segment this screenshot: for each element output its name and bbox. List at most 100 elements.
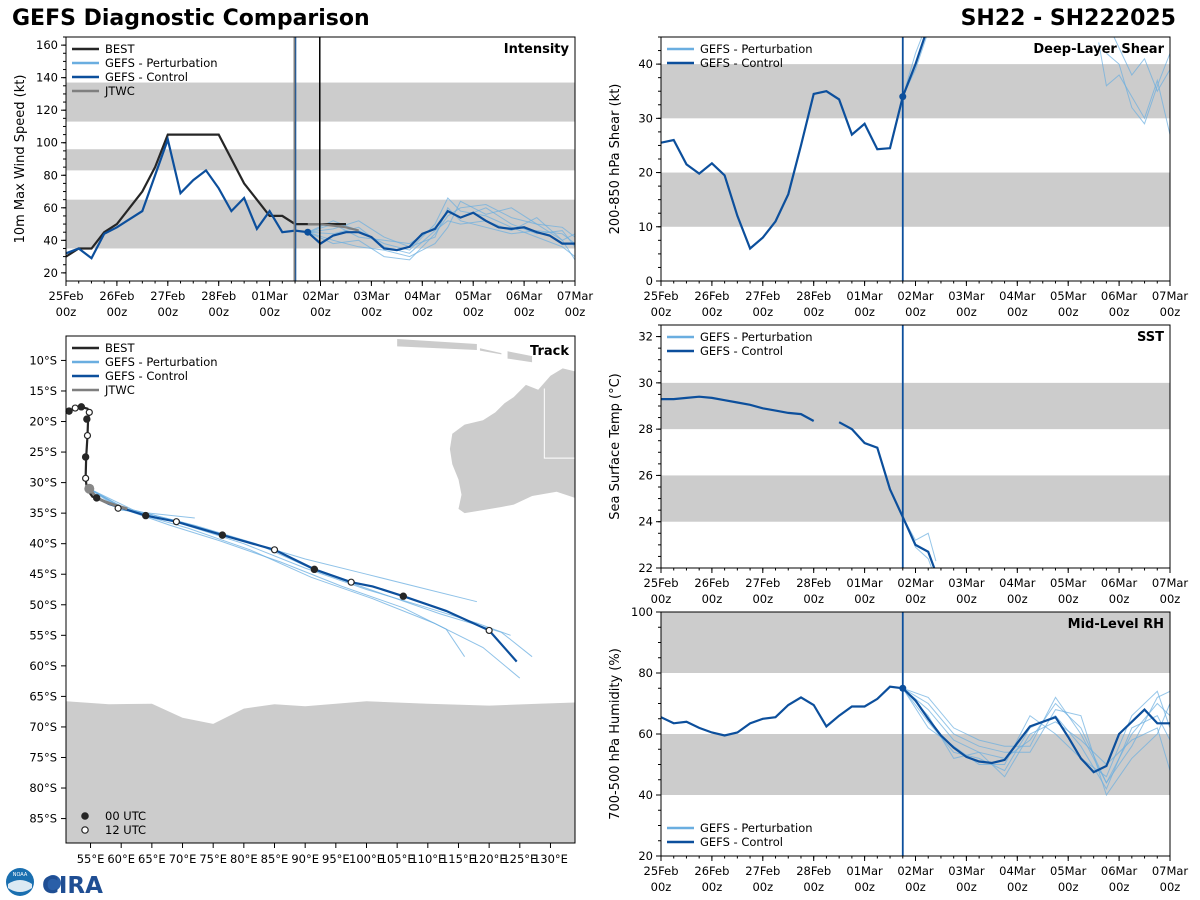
shear-xtick-label: 00z	[956, 305, 977, 319]
rh-xtick-label: 28Feb	[796, 864, 831, 878]
sst-band	[661, 475, 1170, 522]
sst-title: SST	[1137, 330, 1164, 345]
antarctica-landmass	[66, 701, 575, 843]
shear-series-gefs-perturbation	[902, 37, 923, 97]
track-xtick-label: 90°E	[291, 852, 319, 866]
intensity-xtick-label: 00z	[361, 305, 382, 319]
track-point-12utc	[485, 626, 493, 635]
intensity-title: Intensity	[504, 42, 570, 57]
track-series-gefs-perturbation	[89, 488, 478, 603]
shear-legend-label: GEFS - Perturbation	[700, 42, 813, 56]
rh-xtick-label: 00z	[752, 880, 773, 894]
intensity-xtick-label: 28Feb	[201, 289, 236, 303]
intensity-xtick-label: 05Mar	[455, 289, 492, 303]
rh-xtick-label: 02Mar	[897, 864, 934, 878]
rh-ylabel: 700-500 hPa Humidity (%)	[608, 648, 623, 820]
shear-xtick-label: 00z	[1109, 305, 1130, 319]
rh-init-point	[899, 684, 907, 692]
shear-series-gefs-perturbation	[1113, 37, 1170, 93]
track-series-best	[68, 405, 97, 499]
rh-xtick-label: 00z	[803, 880, 824, 894]
track-xtick-label: 60°E	[107, 852, 135, 866]
track-ytick-label: 85°S	[29, 812, 57, 826]
island-landmass	[507, 351, 533, 363]
track-ytick-label: 70°S	[29, 720, 57, 734]
shear-xtick-label: 00z	[1160, 305, 1181, 319]
intensity-xtick-label: 04Mar	[404, 289, 441, 303]
intensity-xtick-label: 00z	[259, 305, 280, 319]
noaa-logo-text: NOAA	[13, 872, 28, 878]
track-ytick-label: 40°S	[29, 537, 57, 551]
intensity-series-gefs-perturbation	[307, 216, 575, 261]
intensity-series-gefs-perturbation	[307, 200, 575, 258]
state-border	[543, 388, 575, 459]
track-ytick-label: 25°S	[29, 445, 57, 459]
intensity-series-gefs-perturbation	[307, 206, 575, 248]
intensity-xtick-label: 02Mar	[302, 289, 339, 303]
sst-xtick-label: 00z	[1058, 592, 1079, 606]
track-ytick-label: 60°S	[29, 659, 57, 673]
sst-xtick-label: 00z	[1160, 592, 1181, 606]
track-point-00utc	[81, 453, 90, 461]
track-point-12utc	[114, 504, 122, 512]
intensity-init-point	[304, 228, 312, 236]
sst-ytick-label: 32	[638, 330, 653, 344]
intensity-xtick-label: 07Mar	[557, 289, 594, 303]
track-point-00utc	[399, 592, 407, 600]
track-point-12utc	[83, 431, 92, 440]
intensity-legend-label: BEST	[105, 42, 135, 56]
track-legend-label: GEFS - Control	[105, 369, 188, 383]
shear-band	[661, 172, 1170, 227]
track-point-00utc	[77, 403, 86, 411]
sst-xtick-label: 02Mar	[897, 576, 934, 590]
intensity-ytick-label: 20	[43, 266, 58, 280]
rh-xtick-label: 00z	[854, 880, 875, 894]
sst-legend-label: GEFS - Perturbation	[700, 330, 813, 344]
sst-xtick-label: 06Mar	[1101, 576, 1138, 590]
track-legend-label: BEST	[105, 341, 135, 355]
rh-series-gefs-control	[661, 685, 1170, 774]
track-xtick-label: 80°E	[230, 852, 258, 866]
rh-xtick-label: 03Mar	[948, 864, 985, 878]
track-ytick-label: 30°S	[29, 476, 57, 490]
track-legend-00utc-marker	[81, 812, 89, 820]
intensity-xtick-label: 25Feb	[49, 289, 84, 303]
sst-panel: 22 24 26 28 30 32 25Feb 00z 26Feb 00z 27Feb 00z 28Fe…	[608, 324, 1188, 606]
shear-xtick-label: 05Mar	[1050, 289, 1087, 303]
island-landmass	[479, 348, 502, 355]
rh-xtick-label: 00z	[1160, 880, 1181, 894]
rh-xtick-label: 00z	[1007, 880, 1028, 894]
track-xtick-label: 55°E	[77, 852, 105, 866]
intensity-ylabel: 10m Max Wind Speed (kt)	[13, 75, 28, 244]
rh-legend-label: GEFS - Control	[700, 835, 783, 849]
intensity-xtick-label: 00z	[463, 305, 484, 319]
agency-logos: NOAA CIRA	[6, 868, 103, 898]
sst-ytick-label: 30	[638, 376, 653, 390]
intensity-ytick-label: 100	[36, 136, 58, 150]
intensity-xtick-label: 03Mar	[353, 289, 390, 303]
shear-xtick-label: 03Mar	[948, 289, 985, 303]
track-xtick-label: 120°E	[472, 852, 507, 866]
track-ytick-label: 20°S	[29, 415, 57, 429]
shear-xtick-label: 07Mar	[1152, 289, 1189, 303]
rh-xtick-label: 00z	[651, 880, 672, 894]
rh-ytick-label: 80	[638, 666, 653, 680]
rh-title: Mid-Level RH	[1068, 617, 1164, 632]
rh-panel: 20 40 60 80 100 25Feb 00z 26Feb 00z 27Feb 00z 28Feb…	[608, 605, 1188, 894]
cira-globe-icon	[45, 875, 61, 891]
shear-xtick-label: 00z	[752, 305, 773, 319]
shear-xtick-label: 06Mar	[1101, 289, 1138, 303]
track-point-00utc	[142, 511, 150, 520]
intensity-ytick-label: 60	[43, 201, 58, 215]
rh-ytick-label: 60	[638, 727, 653, 741]
shear-xtick-label: 27Feb	[745, 289, 780, 303]
track-point-12utc	[347, 578, 355, 586]
rh-xtick-label: 05Mar	[1050, 864, 1087, 878]
sst-xtick-label: 04Mar	[999, 576, 1036, 590]
intensity-xtick-label: 00z	[565, 305, 586, 319]
shear-ytick-label: 20	[638, 166, 653, 180]
rh-series-gefs-perturbation	[902, 687, 1170, 797]
rh-legend-label: GEFS - Perturbation	[700, 821, 813, 835]
rh-xtick-label: 27Feb	[745, 864, 780, 878]
